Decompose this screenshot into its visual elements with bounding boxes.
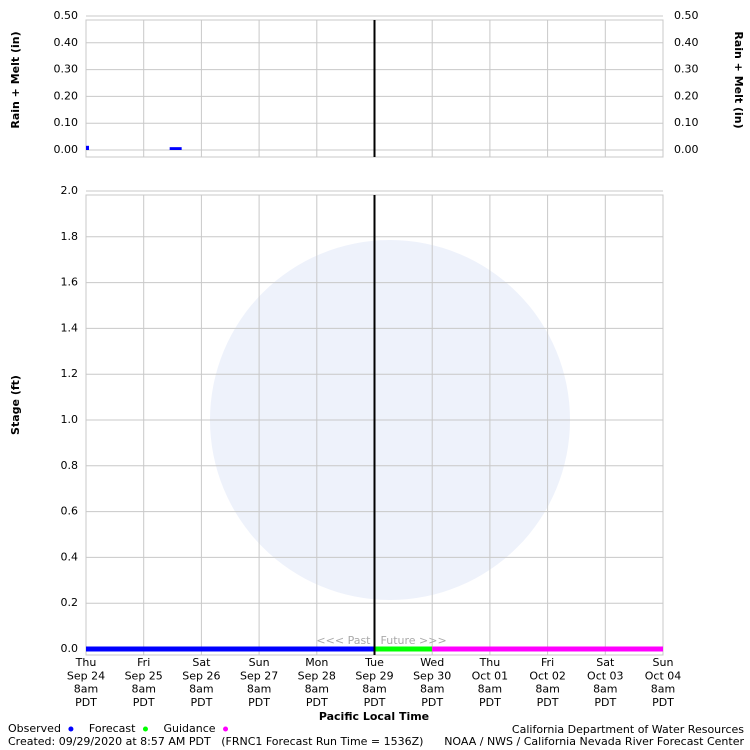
legend-label: Observed — [8, 722, 61, 735]
y2-tick-label: 0.50 — [674, 9, 699, 22]
y-tick-label: 1.4 — [61, 321, 79, 334]
x-tick-label: PDT — [594, 696, 616, 709]
x-tick-label: 8am — [362, 683, 386, 696]
legend-label: Guidance — [163, 722, 215, 735]
y-tick-label: 1.0 — [61, 413, 79, 426]
x-tick-label: Sat — [596, 656, 615, 669]
x-tick-label: Tue — [364, 656, 384, 669]
y2-tick-label: 0.40 — [674, 36, 699, 49]
x-tick-label: Sep 29 — [355, 669, 393, 682]
x-tick-label: Sun — [653, 656, 674, 669]
x-tick-label: 8am — [420, 683, 444, 696]
y2-tick-label: 0.00 — [674, 143, 699, 156]
y-tick-label: 0.4 — [61, 550, 79, 563]
legend-swatch — [223, 726, 229, 732]
y-axis-title: Stage (ft) — [9, 375, 22, 435]
x-tick-label: Oct 02 — [529, 669, 566, 682]
y-tick-label: 1.2 — [61, 367, 79, 380]
y2-tick-label: 0.10 — [674, 116, 699, 129]
x-tick-label: 8am — [651, 683, 675, 696]
x-tick-label: PDT — [421, 696, 443, 709]
x-tick-label: Fri — [137, 656, 150, 669]
x-tick-label: 8am — [535, 683, 559, 696]
y-tick-label: 0.50 — [54, 9, 79, 22]
x-tick-label: 8am — [305, 683, 329, 696]
y2-axis-title: Rain + Melt (in) — [732, 31, 745, 128]
y2-tick-label: 0.20 — [674, 89, 699, 102]
y2-tick-label: 0.30 — [674, 63, 699, 76]
x-tick-label: Sep 30 — [413, 669, 451, 682]
footer-agency: California Department of Water Resources — [512, 723, 744, 736]
y-tick-label: 0.20 — [54, 89, 79, 102]
y-tick-label: 2.0 — [61, 184, 79, 197]
x-tick-label: PDT — [652, 696, 674, 709]
x-tick-label: Oct 01 — [472, 669, 509, 682]
x-tick-label: 8am — [478, 683, 502, 696]
x-tick-label: 8am — [593, 683, 617, 696]
x-tick-label: PDT — [248, 696, 270, 709]
y-tick-label: 0.6 — [61, 505, 79, 518]
x-tick-label: PDT — [364, 696, 386, 709]
x-tick-label: PDT — [306, 696, 328, 709]
legend-swatch — [142, 726, 148, 732]
future-label: Future >>> — [381, 634, 447, 647]
y-tick-label: 1.8 — [61, 230, 79, 243]
past-label: <<< Past — [316, 634, 371, 647]
x-tick-label: Fri — [541, 656, 554, 669]
y-axis-title: Rain + Melt (in) — [9, 31, 22, 128]
x-tick-label: Sep 24 — [67, 669, 105, 682]
x-tick-label: 8am — [189, 683, 213, 696]
x-axis-title: Pacific Local Time — [319, 710, 429, 723]
footer-agency: NOAA / NWS / California Nevada River For… — [444, 735, 744, 748]
x-tick-label: Sep 28 — [298, 669, 336, 682]
x-tick-label: 8am — [74, 683, 98, 696]
x-tick-label: Sep 25 — [125, 669, 163, 682]
x-tick-label: Sat — [192, 656, 211, 669]
y-tick-label: 0.10 — [54, 116, 79, 129]
x-tick-label: Sep 26 — [182, 669, 220, 682]
legend-swatch — [68, 726, 74, 732]
y-tick-label: 0.40 — [54, 36, 79, 49]
x-tick-label: 8am — [131, 683, 155, 696]
x-tick-label: PDT — [133, 696, 155, 709]
x-tick-label: PDT — [479, 696, 501, 709]
x-tick-label: PDT — [190, 696, 212, 709]
y-tick-label: 0.00 — [54, 143, 79, 156]
x-tick-label: Thu — [479, 656, 501, 669]
bar — [86, 145, 89, 150]
y-tick-label: 0.30 — [54, 63, 79, 76]
x-tick-label: PDT — [75, 696, 97, 709]
x-tick-label: Wed — [420, 656, 444, 669]
x-tick-label: Thu — [75, 656, 97, 669]
y-tick-label: 0.0 — [61, 642, 79, 655]
x-tick-label: Oct 04 — [645, 669, 682, 682]
x-tick-label: Sun — [249, 656, 270, 669]
legend-label: Forecast — [89, 722, 136, 735]
y-tick-label: 0.2 — [61, 596, 79, 609]
x-tick-label: PDT — [537, 696, 559, 709]
x-tick-label: 8am — [247, 683, 271, 696]
x-tick-label: Mon — [305, 656, 328, 669]
y-tick-label: 1.6 — [61, 276, 79, 289]
x-tick-label: Oct 03 — [587, 669, 624, 682]
x-tick-label: Sep 27 — [240, 669, 278, 682]
bar — [169, 147, 182, 150]
footer-created: Created: 09/29/2020 at 8:57 AM PDT (FRNC… — [8, 735, 423, 748]
y-tick-label: 0.8 — [61, 459, 79, 472]
